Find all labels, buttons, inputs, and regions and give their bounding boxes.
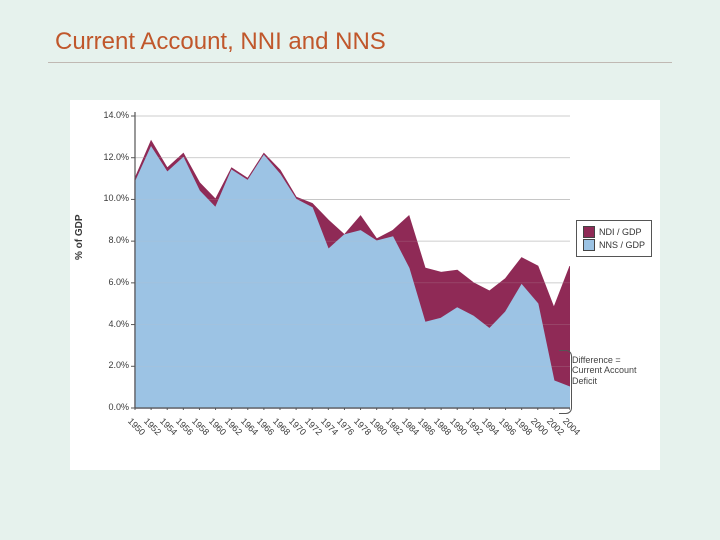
title-underline xyxy=(48,62,672,63)
x-tick-label: 1998 xyxy=(513,416,534,437)
x-tick-label: 1958 xyxy=(190,416,211,437)
legend: NDI / GDP NNS / GDP xyxy=(576,220,652,257)
y-tick-label: 2.0% xyxy=(99,360,129,370)
y-axis-label: % of GDP xyxy=(74,214,85,260)
y-tick-label: 8.0% xyxy=(99,235,129,245)
x-tick-label: 1982 xyxy=(384,416,405,437)
y-tick-label: 0.0% xyxy=(99,402,129,412)
x-tick-label: 1980 xyxy=(368,416,389,437)
x-tick-label: 1996 xyxy=(496,416,517,437)
x-tick-label: 1960 xyxy=(206,416,227,437)
slide: Current Account, NNI and NNS % of GDP 0.… xyxy=(0,0,720,540)
x-tick-label: 2000 xyxy=(529,416,550,437)
legend-label: NDI / GDP xyxy=(599,227,642,237)
page-title: Current Account, NNI and NNS xyxy=(55,28,386,56)
legend-swatch-icon xyxy=(583,226,595,238)
x-tick-label: 2004 xyxy=(561,416,582,437)
area-chart-svg xyxy=(100,110,570,410)
chart-card: % of GDP 0.0% 2.0% 4.0% 6.0% 8.0% 10.0% 12.0% 1… xyxy=(70,100,660,470)
legend-swatch-icon xyxy=(583,239,595,251)
y-tick-label: 6.0% xyxy=(99,277,129,287)
x-tick-label: 1962 xyxy=(223,416,244,437)
legend-item-nns: NNS / GDP xyxy=(583,239,645,251)
y-tick-label: 4.0% xyxy=(99,319,129,329)
annotation-bracket-icon xyxy=(559,350,572,414)
y-tick-label: 12.0% xyxy=(99,152,129,162)
x-tick-label: 1994 xyxy=(480,416,501,437)
chart-plot xyxy=(100,110,570,410)
y-tick-label: 14.0% xyxy=(99,110,129,120)
x-tick-label: 1976 xyxy=(335,416,356,437)
y-tick-label: 10.0% xyxy=(99,193,129,203)
annotation-text: Difference = Current Account Deficit xyxy=(572,355,652,386)
x-tick-label: 1978 xyxy=(351,416,372,437)
legend-item-ndi: NDI / GDP xyxy=(583,226,645,238)
x-tick-label: 1964 xyxy=(239,416,260,437)
legend-label: NNS / GDP xyxy=(599,240,645,250)
